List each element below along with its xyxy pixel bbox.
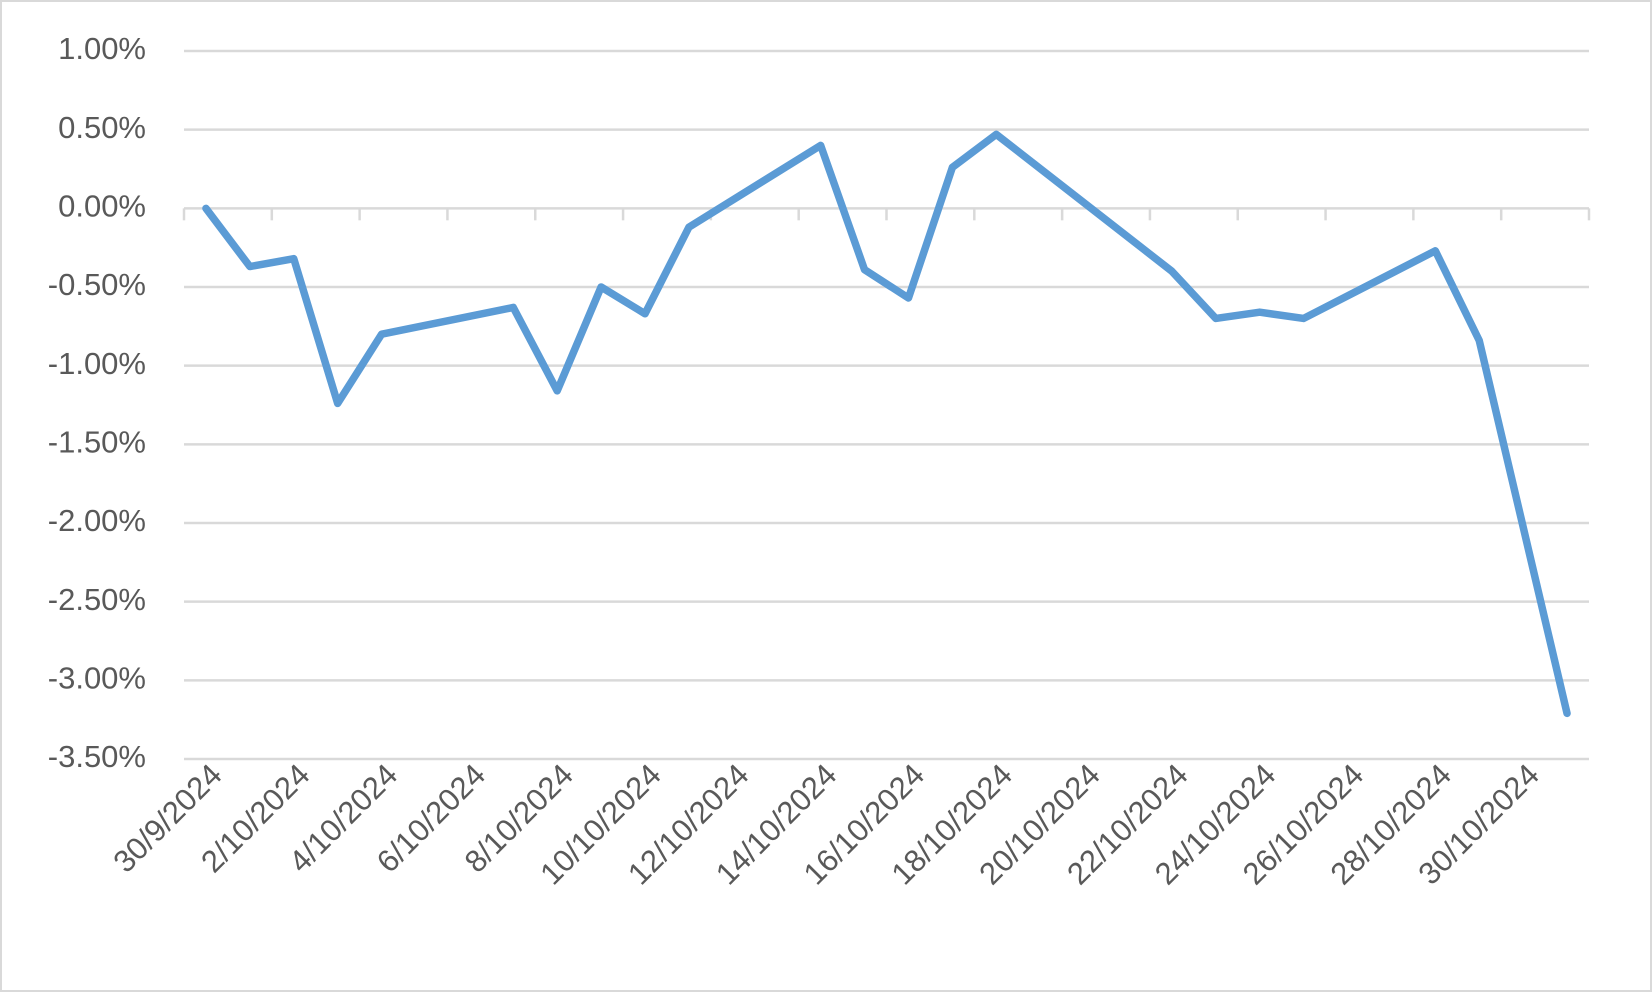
y-tick-label: -1.00% [48,346,146,381]
y-tick-label: -2.00% [48,503,146,538]
y-tick-label: -3.00% [48,661,146,696]
y-tick-label: -2.50% [48,582,146,617]
y-tick-label: -3.50% [48,739,146,774]
y-tick-label: 0.00% [58,189,146,224]
y-tick-label: 1.00% [58,31,146,66]
data-line [202,130,1571,718]
y-tick-label: -1.50% [48,425,146,460]
y-tick-label: -0.50% [48,267,146,302]
y-tick-label: 0.50% [58,110,146,145]
